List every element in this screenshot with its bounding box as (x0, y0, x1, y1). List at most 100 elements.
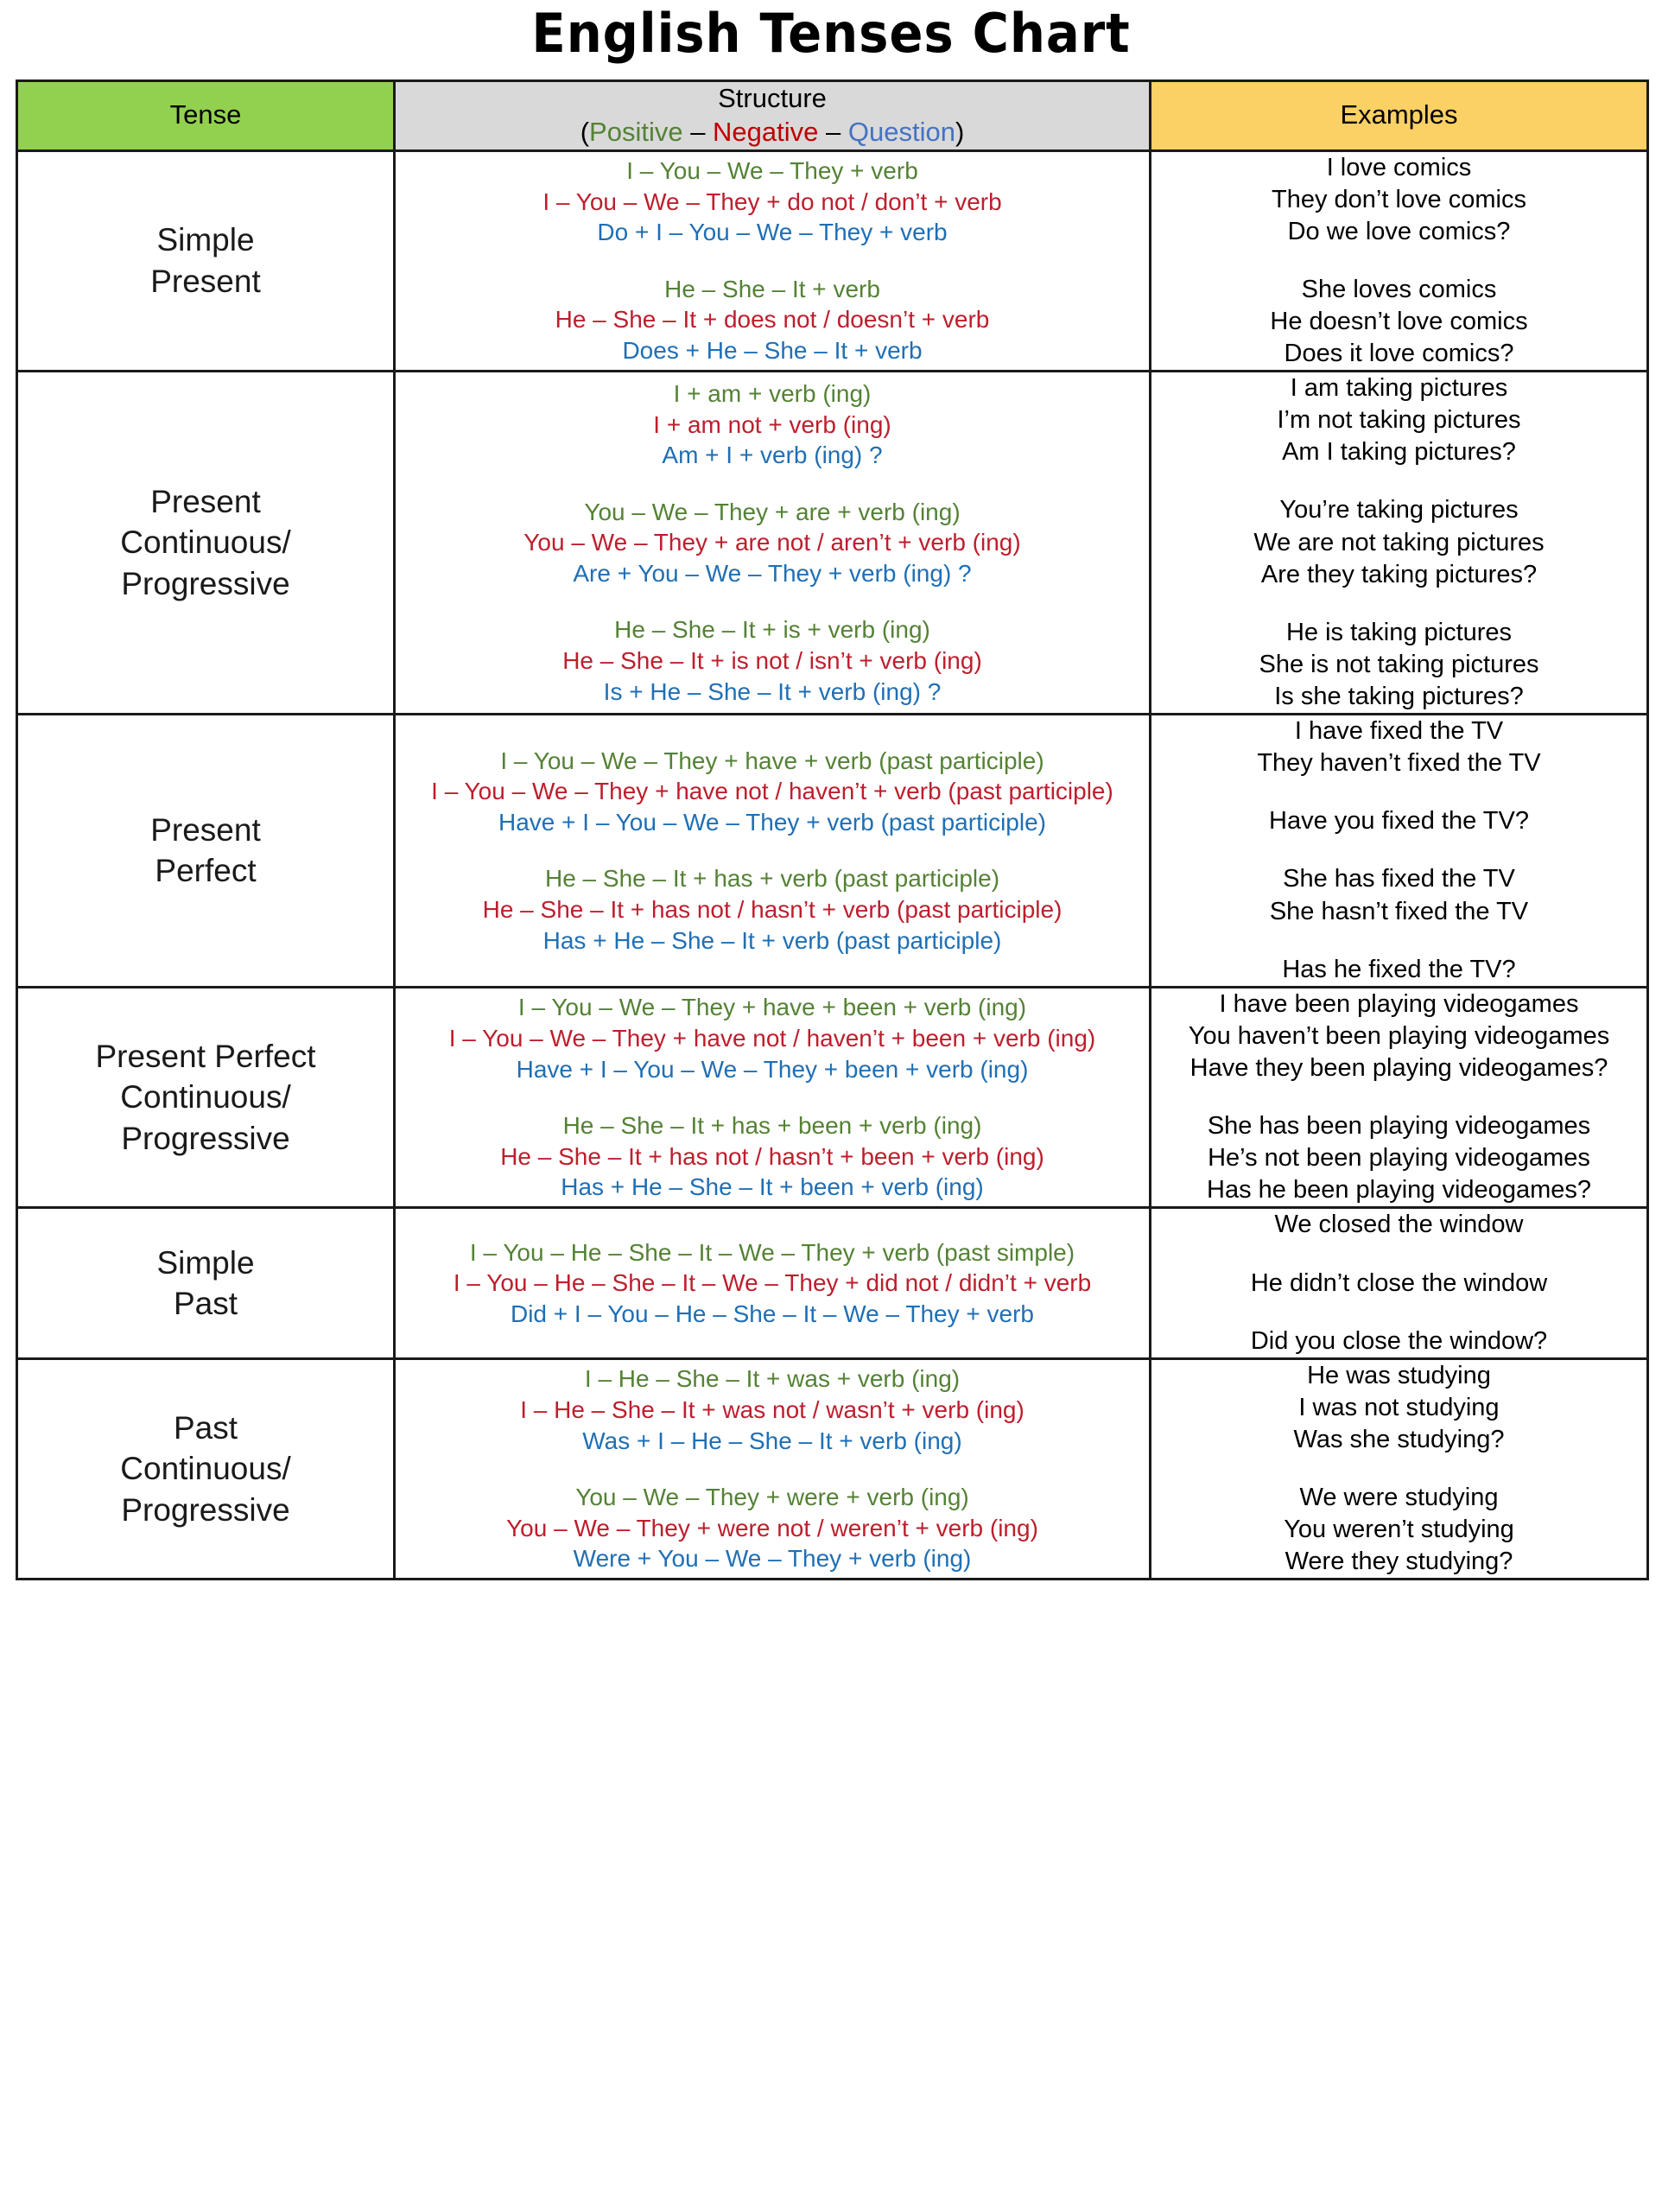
example-line: Is she taking pictures? (1274, 683, 1524, 711)
column-header-structure: Structure (Positive – Negative – Questio… (393, 79, 1151, 152)
example-line: Did you close the window? (1250, 1326, 1548, 1355)
legend-dash-2: – (818, 116, 848, 147)
english-tenses-table: Tense Structure (Positive – Negative – Q… (16, 79, 1649, 1581)
example-line: We are not taking pictures (1253, 528, 1545, 556)
example-line: She has fixed the TV (1283, 865, 1515, 893)
structure-group: I – You – He – She – It – We – They + ve… (396, 1237, 1149, 1330)
example-line: He’s not been playing videogames (1208, 1144, 1590, 1173)
example-group: We closed the window He didn’t close the … (1151, 1209, 1646, 1357)
structure-line-positive: I – You – We – They + have + been + verb… (517, 994, 1027, 1021)
example-line: You haven’t been playing videogames (1188, 1021, 1610, 1050)
example-group: He was studying I was not studying Was she… (1151, 1360, 1646, 1456)
example-line: I love comics (1326, 153, 1472, 181)
example-line: Does it love comics? (1284, 340, 1514, 368)
example-line: She has been playing videogames (1207, 1112, 1591, 1141)
structure-line-positive: I + am + verb (ing) (673, 380, 872, 408)
example-spacer (1151, 779, 1646, 805)
legend-close-paren: ) (955, 116, 965, 147)
structure-cell: I – You – We – They + have + been + verb… (393, 985, 1151, 1210)
legend-question: Question (847, 116, 955, 147)
structure-group: He – She – It + has + been + verb (ing) H… (396, 1110, 1149, 1203)
tense-name-line: Continuous/ (120, 1451, 291, 1487)
legend-dash-1: – (682, 116, 714, 147)
structure-line-negative: He – She – It + is not / isn’t + verb (i… (562, 647, 982, 675)
example-line: I have been playing videogames (1219, 989, 1579, 1018)
structure-line-negative: You – We – They + were not / weren’t + v… (506, 1514, 1038, 1541)
example-line: He doesn’t love comics (1270, 307, 1528, 335)
column-header-structure-legend: (Positive – Negative – Question) (396, 116, 1149, 149)
example-line: Am I taking pictures? (1282, 438, 1516, 467)
structure-line-negative: He – She – It + has not / hasn’t + been … (500, 1142, 1044, 1170)
example-group: I love comics They don’t love comics Do we… (1151, 152, 1646, 248)
structure-line-positive: I – He – She – It + was + verb (ing) (584, 1365, 961, 1393)
tense-name-line: Past (173, 1286, 238, 1322)
example-group: I have been playing videogames You haven’… (1151, 988, 1646, 1084)
tense-name-line: Simple (156, 222, 255, 258)
tense-name-cell: Present Perfect Continuous/Progressive (16, 985, 396, 1210)
example-line: I am taking pictures (1290, 374, 1508, 403)
column-header-tense-label: Tense (169, 99, 242, 130)
page-title: English Tenses Chart (531, 2, 1131, 65)
table-header: Tense Structure (Positive – Negative – Q… (16, 79, 1649, 152)
example-group: We were studying You weren’t studying Were… (1151, 1482, 1646, 1578)
structure-line-negative: I – You – We – They + do not / don’t + v… (542, 188, 1002, 215)
examples-cell: I love comics They don’t love comics Do we… (1149, 149, 1649, 373)
example-line: Have they been playing videogames? (1189, 1054, 1608, 1083)
structure-line-positive: He – She – It + verb (664, 275, 880, 302)
example-line: They haven’t fixed the TV (1257, 749, 1541, 778)
example-group: She has fixed the TV She hasn’t fixed the… (1151, 863, 1646, 985)
structure-line-negative: I + am not + verb (ing) (653, 410, 891, 438)
structure-line-positive: I – You – We – They + have + verb (past … (500, 747, 1044, 774)
tense-name-cell: Present Continuous/Progressive (16, 370, 396, 716)
structure-line-positive: You – We – They + are + verb (ing) (584, 498, 961, 525)
structure-line-positive: He – She – It + has + verb (past partici… (544, 865, 1000, 893)
structure-group: He – She – It + verb He – She – It + does… (396, 274, 1149, 366)
structure-line-question: Was + I – He – She – It + verb (ing) (582, 1427, 962, 1454)
table-row: Present Perfect I – You – We – They + have… (16, 713, 1649, 988)
table-row: Present Perfect Continuous/Progressive I –… (16, 985, 1649, 1210)
example-spacer (1151, 1242, 1646, 1268)
tense-name-cell: Present Perfect (16, 713, 396, 988)
structure-line-question: Did + I – You – He – She – It – We – The… (510, 1300, 1035, 1327)
examples-cell: I am taking pictures I’m not taking pictu… (1149, 370, 1649, 716)
example-spacer (1151, 928, 1646, 954)
header-row: Tense Structure (Positive – Negative – Q… (16, 79, 1649, 152)
example-line: She loves comics (1301, 275, 1497, 303)
structure-group: I + am + verb (ing) I + am not + verb (in… (396, 378, 1149, 471)
structure-line-question: Am + I + verb (ing) ? (662, 442, 883, 469)
tense-name-line: Simple (156, 1244, 255, 1281)
example-group: You’re taking pictures We are not taking … (1151, 494, 1646, 590)
examples-cell: I have been playing videogames You haven’… (1149, 985, 1649, 1210)
structure-line-positive: I – You – We – They + verb (626, 157, 918, 185)
structure-group: You – We – They + were + verb (ing) You –… (396, 1482, 1149, 1574)
legend-open-paren: ( (580, 116, 590, 147)
example-line: They don’t love comics (1272, 185, 1526, 213)
structure-group: I – You – We – They + verb I – You – We –… (396, 156, 1149, 248)
tense-name-line: Present Perfect (95, 1039, 316, 1075)
examples-cell: He was studying I was not studying Was she… (1149, 1357, 1649, 1581)
tense-name-line: Present (150, 263, 261, 299)
example-line: He didn’t close the window (1250, 1268, 1548, 1297)
structure-cell: I – You – We – They + have + verb (past … (393, 713, 1151, 988)
table-row: Simple Past I – You – He – She – It – We –… (16, 1206, 1649, 1360)
structure-line-negative: You – We – They + are not / aren’t + ver… (523, 529, 1021, 556)
column-header-structure-label: Structure (718, 83, 827, 113)
tense-name-line: Continuous/ (120, 1079, 291, 1116)
example-line: He was studying (1307, 1361, 1491, 1389)
tense-name-line: Present (150, 484, 261, 520)
structure-group: I – You – We – They + have + been + verb… (396, 992, 1149, 1084)
example-group: She has been playing videogames He’s not … (1151, 1110, 1646, 1206)
tense-name-line: Progressive (121, 565, 290, 601)
structure-line-question: Has + He – She – It + been + verb (ing) (561, 1173, 984, 1201)
tense-name-line: Past (173, 1410, 238, 1446)
tense-name-line: Perfect (155, 853, 257, 889)
structure-cell: I – He – She – It + was + verb (ing) I – … (393, 1357, 1151, 1581)
structure-line-negative: I – You – We – They + have not / haven’t… (448, 1025, 1096, 1052)
structure-line-negative: I – You – We – They + have not / haven’t… (431, 778, 1113, 805)
structure-line-question: Is + He – She – It + verb (ing) ? (603, 677, 942, 705)
example-line: I’m not taking pictures (1277, 406, 1521, 435)
structure-group: You – We – They + are + verb (ing) You – … (396, 497, 1149, 589)
table-row: Present Continuous/Progressive I + am + ve… (16, 370, 1649, 716)
tense-name-cell: Simple Present (16, 149, 396, 373)
